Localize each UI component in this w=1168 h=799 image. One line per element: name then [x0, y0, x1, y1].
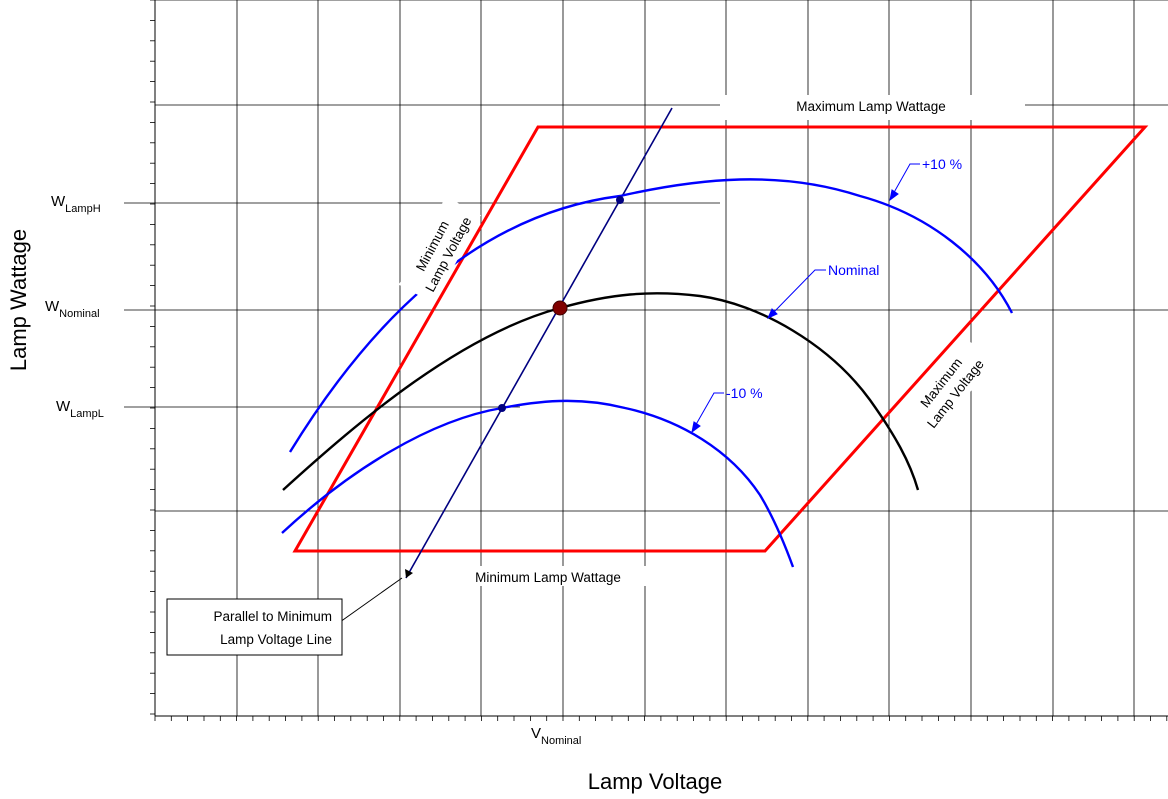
parallel-callout-line2: Lamp Voltage Line	[220, 632, 332, 647]
axis-ticks	[150, 0, 1168, 721]
parallel-callout-box	[166, 598, 343, 656]
w-nominal-label: WNominal	[45, 298, 100, 320]
parallel-callout-line1: Parallel to Minimum	[213, 609, 332, 624]
minus10-curve	[281, 399, 795, 568]
minus10-intersection-point	[498, 404, 506, 412]
min-wattage-label-bg	[448, 566, 648, 586]
w-lampl-label: WLampL	[56, 398, 104, 420]
nominal-curve	[282, 292, 920, 491]
max-wattage-label-bg	[720, 95, 1025, 120]
min-wattage-label: Minimum Lamp Wattage	[475, 570, 621, 585]
nominal-callout	[767, 269, 826, 319]
operating-window-boundary	[292, 125, 1149, 553]
plus10-callout	[889, 163, 920, 202]
y-axis-title: Lamp Wattage	[6, 229, 31, 371]
plus10-label: +10 %	[922, 156, 962, 172]
minus10-callout	[691, 392, 724, 434]
nominal-operating-point	[552, 300, 568, 316]
minus10-label: -10 %	[726, 385, 763, 401]
parallel-line	[405, 107, 673, 579]
plus10-intersection-point	[616, 196, 624, 204]
v-nominal-label: VNominal	[531, 725, 581, 747]
nominal-label: Nominal	[828, 262, 879, 278]
max-voltage-label: Maximum Lamp Voltage	[901, 336, 995, 440]
x-axis-title: Lamp Voltage	[588, 769, 723, 794]
w-lamph-label: WLampH	[51, 193, 101, 215]
parallel-line-arrowhead	[405, 569, 413, 578]
max-wattage-label: Maximum Lamp Wattage	[796, 99, 946, 114]
plus10-curve	[288, 178, 1014, 453]
parallel-callout-arrow	[339, 577, 403, 623]
